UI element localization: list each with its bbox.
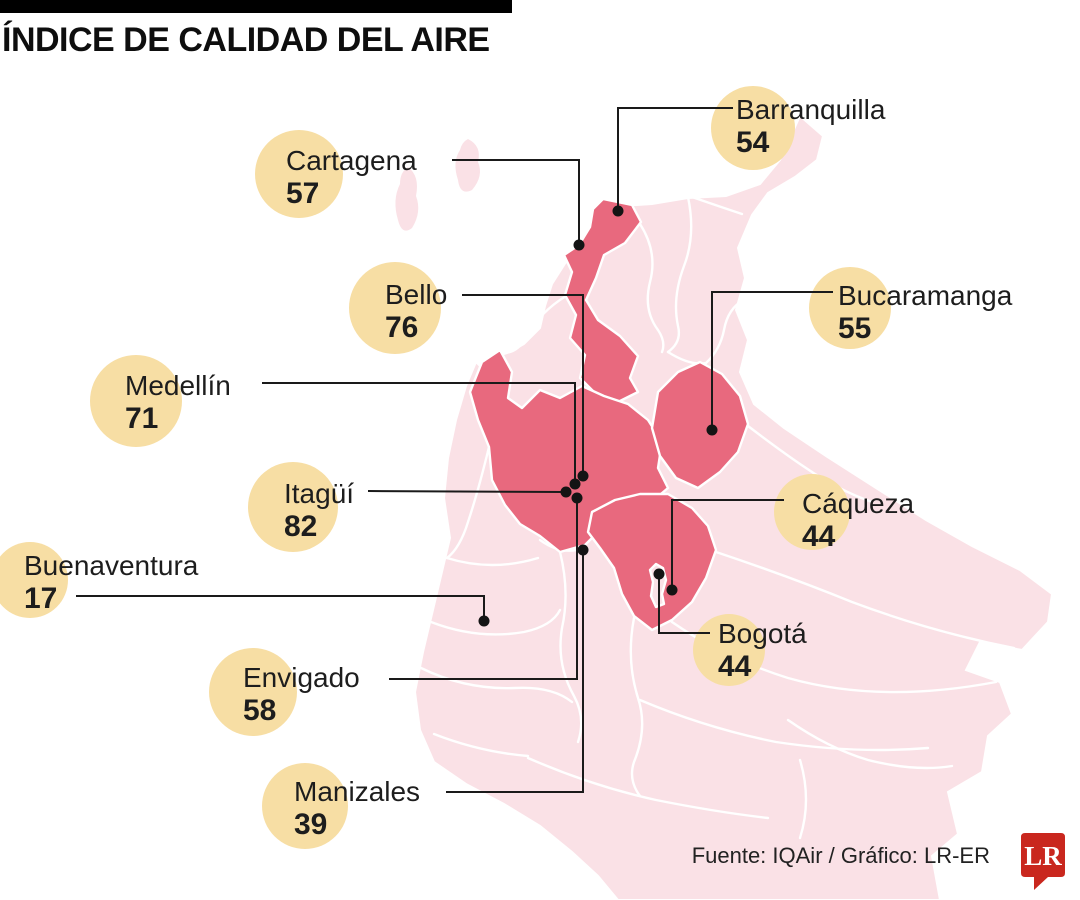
lr-logo-text: LR (1024, 841, 1062, 871)
city-dot (666, 584, 678, 596)
city-name: Cartagena (286, 145, 417, 176)
city-name: Cáqueza (802, 488, 915, 519)
city-marker-barranquilla (612, 86, 795, 217)
title-accent-bar (0, 0, 512, 13)
city-name: Buenaventura (24, 550, 199, 581)
region-santander (650, 360, 750, 490)
city-marker-envigado (209, 492, 583, 736)
label-halo-circle (255, 130, 343, 218)
label-halo-circle (774, 474, 850, 550)
source-credit: Fuente: IQAir / Gráfico: LR-ER (691, 843, 990, 868)
city-label-envigado: Envigado 58 (243, 660, 360, 726)
city-name: Bogotá (718, 618, 807, 649)
city-label-manizales: Manizales 39 (294, 774, 420, 840)
city-label-bello: Bello 76 (385, 277, 447, 343)
city-dot (573, 239, 585, 251)
leader-line (446, 550, 584, 793)
city-aqi-value: 44 (718, 650, 752, 683)
city-marker-bogota (653, 568, 765, 686)
city-dot (577, 544, 589, 556)
city-marker-manizales (262, 544, 589, 849)
city-name: Itagüí (284, 478, 355, 509)
lr-logo: LR (1021, 833, 1065, 890)
city-name: Barranquilla (736, 94, 886, 125)
city-dot (571, 492, 583, 504)
city-aqi-value: 44 (802, 520, 836, 553)
city-name: Manizales (294, 776, 421, 807)
label-halo-circle (90, 355, 182, 447)
city-label-barranquilla: Barranquilla 54 (736, 92, 885, 158)
city-dot (706, 424, 718, 436)
city-label-buenaventura: Buenaventura 17 (24, 548, 198, 614)
leader-line (367, 490, 567, 493)
city-label-caqueza: Cáqueza 44 (802, 486, 914, 552)
leader-line (711, 291, 833, 430)
page-title: ÍNDICE DE CALIDAD DEL AIRE (2, 21, 490, 59)
city-aqi-value: 54 (736, 126, 770, 159)
city-dot (577, 470, 589, 482)
label-halo-circle (209, 648, 297, 736)
label-halo-circle (809, 267, 891, 349)
city-name: Medellín (125, 370, 231, 401)
label-halo-circle (248, 462, 338, 552)
city-marker-bello (349, 262, 589, 482)
label-halo-circle (693, 614, 765, 686)
city-marker-bucaramanga (706, 267, 891, 436)
island-shape (455, 139, 480, 192)
leader-line (452, 159, 580, 245)
leader-line (462, 294, 584, 476)
region-cundinamarca (586, 492, 718, 632)
city-dot (560, 486, 572, 498)
city-marker-buenaventura (0, 542, 490, 627)
city-aqi-value: 57 (286, 177, 320, 210)
leader-line (617, 107, 733, 211)
label-halo-circle (262, 763, 348, 849)
city-label-medellin: Medellín 71 (125, 368, 231, 434)
city-dot (569, 478, 581, 490)
leader-line (262, 382, 576, 484)
city-aqi-value: 82 (284, 510, 318, 543)
leader-line (389, 498, 578, 680)
city-marker-itagui (248, 462, 572, 552)
city-aqi-value: 71 (125, 402, 159, 435)
city-name: Bello (385, 279, 448, 310)
city-aqi-value: 76 (385, 311, 419, 344)
city-name: Envigado (243, 662, 360, 693)
city-name: Bucaramanga (838, 280, 1013, 311)
city-aqi-value: 39 (294, 808, 328, 841)
label-halo-circle (349, 262, 441, 354)
city-dot (612, 205, 624, 217)
city-aqi-value: 55 (838, 312, 872, 345)
city-aqi-value: 17 (24, 582, 58, 615)
highlighted-regions (468, 197, 750, 632)
city-dot (478, 615, 490, 627)
city-label-cartagena: Cartagena 57 (286, 143, 417, 209)
city-dot (653, 568, 665, 580)
city-label-bogota: Bogotá 44 (718, 616, 807, 682)
leader-line (658, 574, 710, 634)
leader-line (671, 499, 784, 590)
city-label-itagui: Itagüí 82 (284, 476, 354, 542)
island-shape (395, 167, 419, 231)
city-marker-caqueza (666, 474, 850, 596)
map-base-group (395, 114, 1054, 900)
city-marker-medellin (90, 355, 581, 490)
city-aqi-value: 58 (243, 694, 277, 727)
leader-line (76, 595, 485, 621)
city-marker-cartagena (255, 130, 585, 251)
lr-logo-bubble (1021, 833, 1065, 890)
city-markers (0, 86, 891, 849)
city-label-bucaramanga: Bucaramanga 55 (838, 278, 1012, 344)
label-halo-circle (0, 542, 68, 618)
